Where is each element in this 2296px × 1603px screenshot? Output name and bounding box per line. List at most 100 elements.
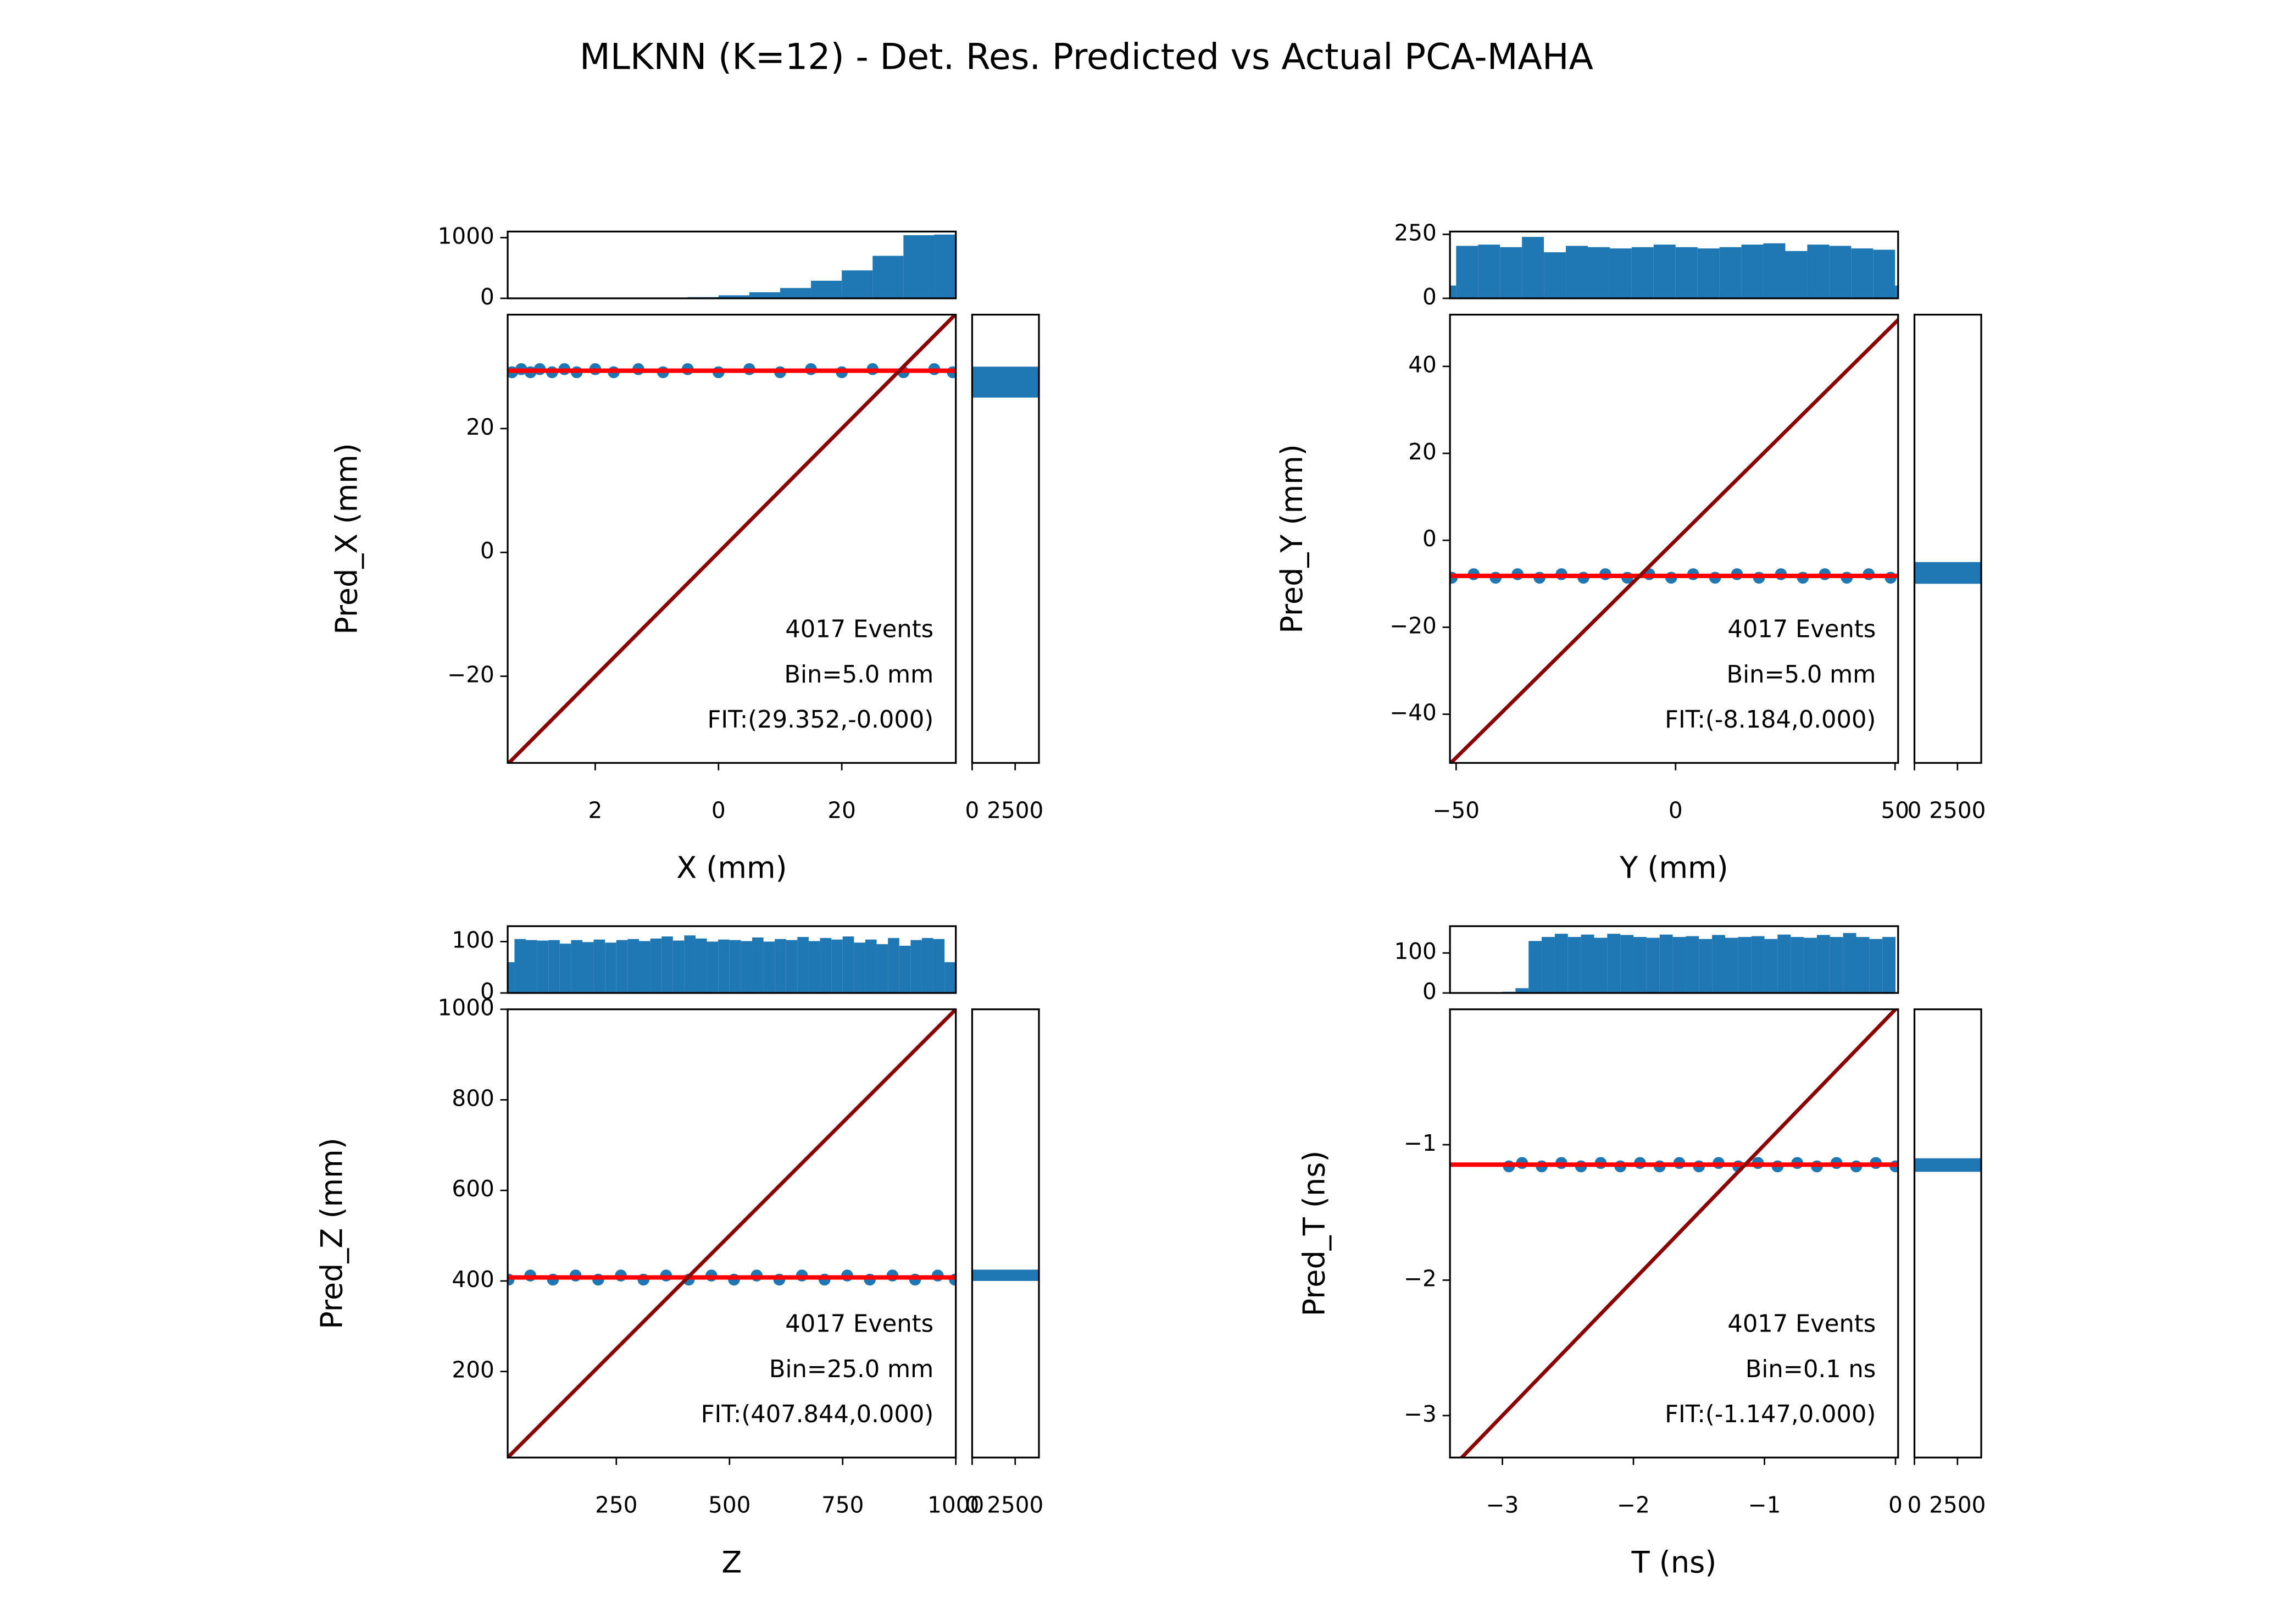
histogram-bar	[899, 945, 911, 993]
x-tick-label: 0	[711, 797, 726, 823]
annotation: 4017 Events	[1727, 1310, 1876, 1338]
histogram-bar	[1567, 937, 1581, 993]
histogram-bar	[718, 939, 730, 993]
histogram-bar	[1764, 939, 1778, 993]
annotation: Bin=5.0 mm	[1726, 661, 1876, 689]
x-tick-label: 2500	[987, 1491, 1043, 1518]
axes-frame	[507, 1008, 957, 1458]
x-tick-label: 2500	[1929, 1491, 1986, 1518]
histogram-bar	[1620, 935, 1634, 993]
x-axis-label: T (ns)	[1631, 1545, 1717, 1579]
y-tick-label: −2	[1404, 1265, 1437, 1291]
histogram-bar	[1843, 933, 1856, 993]
x-tick-label: 0	[965, 797, 980, 823]
x-tick-label: 750	[821, 1491, 864, 1518]
hist-frame	[1449, 230, 1899, 299]
hist-frame	[1449, 925, 1899, 994]
identity-line	[1459, 1009, 1898, 1458]
plot-area	[626, 234, 956, 298]
histogram-bar	[820, 938, 832, 993]
histogram-bar	[729, 940, 741, 993]
x-tick-label: 2500	[1929, 797, 1986, 823]
histogram-bar	[1712, 935, 1725, 993]
histogram-bar	[1554, 934, 1568, 993]
histogram-bar	[1659, 934, 1673, 993]
y-tick-label: 40	[1408, 352, 1437, 378]
histogram-bar	[903, 235, 935, 298]
histogram-bar	[605, 942, 616, 993]
y-tick-label: 1000	[438, 223, 494, 249]
axes-frame	[1449, 313, 1899, 764]
histogram-bar	[1633, 937, 1647, 993]
y-tick-label: 200	[452, 1357, 494, 1383]
x-tick-label: 0	[1908, 797, 1922, 823]
histogram-bar	[888, 938, 899, 993]
histogram-bar	[1686, 936, 1699, 993]
y-tick-label: 0	[480, 284, 494, 310]
histogram-bar	[707, 941, 719, 993]
annotation: FIT:(407.844,0.000)	[701, 1401, 934, 1428]
histogram-bar	[1566, 246, 1588, 298]
annotation: Bin=25.0 mm	[769, 1356, 933, 1383]
histogram-bar	[876, 944, 888, 993]
x-tick-label: 250	[595, 1491, 637, 1518]
histogram-bar	[661, 936, 673, 993]
histogram-bar	[1856, 937, 1870, 993]
histogram-bar	[1830, 937, 1843, 993]
y-tick-label: −3	[1404, 1401, 1437, 1427]
histogram-bar	[1522, 237, 1544, 298]
histogram-bar	[1914, 562, 1982, 584]
plot-area	[1450, 237, 1898, 298]
histogram-bar	[695, 938, 707, 993]
histogram-bar	[1653, 245, 1676, 298]
histogram-bar	[616, 940, 628, 993]
x-tick-label: 2	[588, 797, 602, 823]
y-tick-label: −20	[1389, 612, 1436, 639]
histogram-bar	[526, 940, 537, 993]
histogram-bar	[780, 288, 811, 298]
annotation: 4017 Events	[1727, 615, 1876, 643]
y-axis-label: Pred_T (ns)	[1297, 1151, 1332, 1317]
y-tick-label: 20	[466, 414, 494, 440]
y-tick-label: −20	[447, 662, 494, 688]
plot-area	[1450, 317, 1898, 763]
y-axis-label: Pred_X (mm)	[330, 443, 364, 635]
hist-frame	[1913, 313, 1982, 764]
histogram-bar	[972, 367, 1039, 398]
histogram-bar	[1725, 938, 1738, 993]
histogram-bar	[1914, 1158, 1982, 1172]
histogram-bar	[1851, 248, 1874, 298]
histogram-bar	[1587, 247, 1610, 298]
x-tick-label: 0	[1669, 797, 1683, 823]
y-tick-label: 400	[452, 1266, 494, 1293]
plot-area	[508, 314, 956, 763]
y-tick-label: 0	[1422, 284, 1437, 310]
y-tick-label: 250	[1394, 219, 1437, 246]
histogram-bar	[650, 938, 662, 993]
histogram-bar	[1515, 988, 1529, 993]
histogram-bar	[1500, 247, 1522, 298]
histogram-bar	[1528, 941, 1542, 993]
histogram-bar	[593, 939, 605, 993]
histogram-bar	[842, 270, 873, 298]
plot-area	[1914, 562, 1982, 584]
histogram-bar	[865, 939, 877, 993]
histogram-bar	[741, 941, 752, 993]
plot-area	[972, 1269, 1039, 1281]
y-tick-label: 100	[1394, 938, 1437, 964]
histogram-bar	[934, 234, 956, 298]
histogram-bar	[1542, 937, 1555, 993]
annotation: 4017 Events	[785, 615, 933, 643]
histogram-bar	[1738, 937, 1752, 993]
y-tick-label: 1000	[438, 995, 494, 1021]
hist-frame	[507, 230, 957, 299]
plot-area	[1914, 1158, 1982, 1172]
annotation: Bin=5.0 mm	[784, 661, 933, 689]
histogram-bar	[831, 939, 843, 993]
histogram-bar	[763, 941, 775, 993]
histogram-bar	[1829, 246, 1852, 298]
hist-frame	[507, 925, 957, 994]
histogram-bar	[1882, 937, 1896, 993]
histogram-bar	[933, 939, 945, 993]
histogram-bar	[571, 940, 582, 993]
